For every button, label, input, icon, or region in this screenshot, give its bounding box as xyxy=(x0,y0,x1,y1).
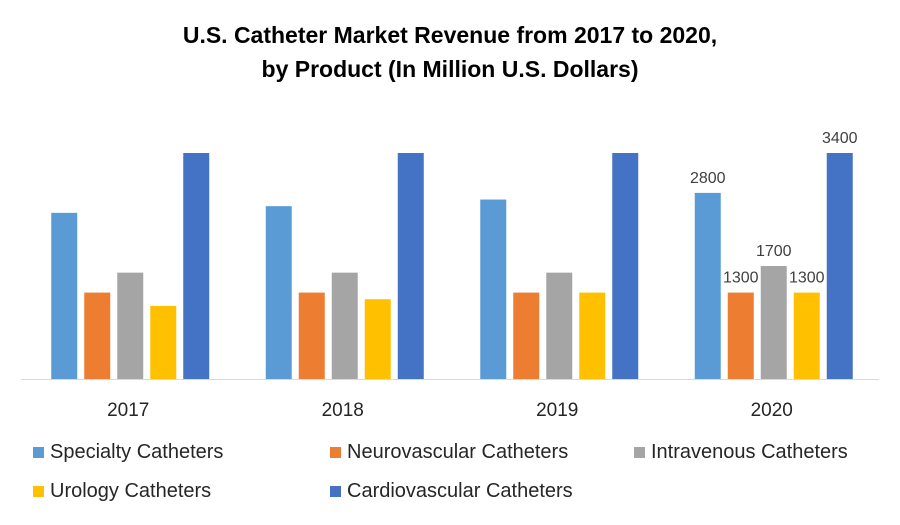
legend-swatch xyxy=(33,486,44,497)
bar xyxy=(150,305,177,379)
bar xyxy=(117,272,144,379)
legend-swatch xyxy=(330,447,341,458)
legend-item-intravenous: Intravenous Catheters xyxy=(634,441,848,464)
bar xyxy=(265,206,292,379)
legend-label: Intravenous Catheters xyxy=(651,441,848,463)
legend-item-neurovascular: Neurovascular Catheters xyxy=(330,441,568,464)
bar xyxy=(298,292,325,379)
legend-label: Cardiovascular Catheters xyxy=(347,480,573,502)
bar xyxy=(793,292,820,379)
legend-item-cardiovascular: Cardiovascular Catheters xyxy=(330,480,573,503)
x-tick-label: 2018 xyxy=(322,400,364,421)
x-tick-label: 2020 xyxy=(751,400,793,421)
chart-subtitle: by Product (In Million U.S. Dollars) xyxy=(261,56,639,82)
data-label: 2800 xyxy=(690,170,726,187)
bar xyxy=(727,292,754,379)
legend-swatch xyxy=(330,486,341,497)
x-tick-label: 2017 xyxy=(107,400,149,421)
bar xyxy=(546,272,573,379)
legend-label: Urology Catheters xyxy=(50,480,212,502)
legend-item-specialty: Specialty Catheters xyxy=(33,441,223,464)
bar xyxy=(183,153,210,379)
data-label: 1300 xyxy=(789,270,825,287)
data-label: 1700 xyxy=(756,243,792,260)
bar xyxy=(331,272,358,379)
legend-label: Neurovascular Catheters xyxy=(347,441,569,463)
bar xyxy=(51,212,78,379)
bar xyxy=(480,199,507,379)
bar xyxy=(364,299,391,379)
legend-swatch xyxy=(634,447,645,458)
bar xyxy=(397,153,424,379)
bar xyxy=(612,153,639,379)
data-label: 3400 xyxy=(822,130,858,147)
legend-label: Specialty Catheters xyxy=(50,441,224,463)
bar xyxy=(84,292,111,379)
bar xyxy=(694,192,721,379)
legend-swatch xyxy=(33,447,44,458)
chart-title: U.S. Catheter Market Revenue from 2017 t… xyxy=(182,22,718,48)
bar xyxy=(760,266,787,379)
data-label: 1300 xyxy=(723,270,759,287)
x-tick-label: 2019 xyxy=(536,400,578,421)
bar xyxy=(826,153,853,379)
bar xyxy=(513,292,540,379)
legend-item-urology: Urology Catheters xyxy=(33,480,211,503)
bar xyxy=(579,292,606,379)
